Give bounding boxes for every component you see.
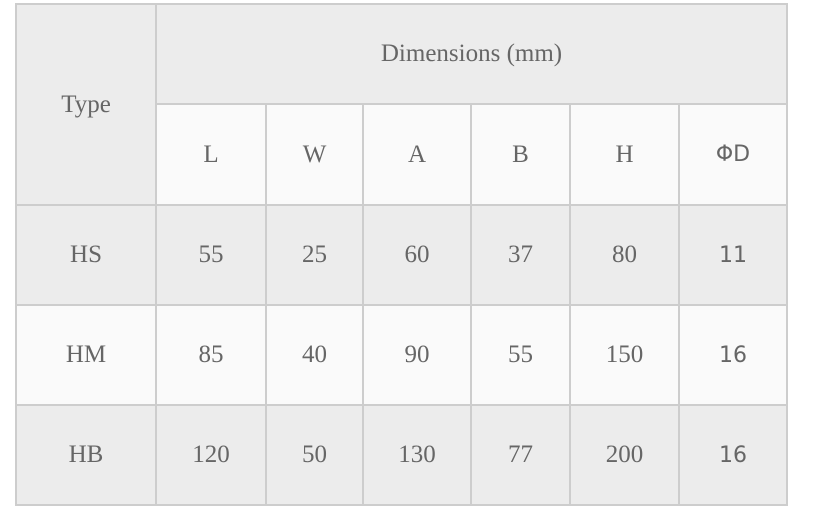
dimensions-table: Type Dimensions (mm) L W A B H ΦD HS 55 …	[15, 3, 788, 506]
cell-l: 55	[155, 204, 267, 306]
cell-l: 120	[155, 404, 267, 506]
cell-h: 80	[569, 204, 680, 306]
cell-h: 150	[569, 304, 680, 406]
cell-w: 25	[265, 204, 364, 306]
cell-diameter: 16	[678, 304, 788, 406]
column-header-w: W	[265, 103, 364, 206]
cell-h: 200	[569, 404, 680, 506]
cell-w: 50	[265, 404, 364, 506]
column-header-b: B	[470, 103, 571, 206]
cell-diameter: 11	[678, 204, 788, 306]
cell-b: 77	[470, 404, 571, 506]
cell-w: 40	[265, 304, 364, 406]
type-cell: HS	[15, 204, 157, 306]
cell-diameter: 16	[678, 404, 788, 506]
type-cell: HM	[15, 304, 157, 406]
table-row: HM 85 40 90 55 150 16	[15, 304, 788, 406]
cell-l: 85	[155, 304, 267, 406]
cell-b: 55	[470, 304, 571, 406]
type-cell: HB	[15, 404, 157, 506]
column-header-l: L	[155, 103, 267, 206]
dimensions-header: Dimensions (mm)	[155, 3, 788, 105]
cell-b: 37	[470, 204, 571, 306]
cell-a: 60	[362, 204, 472, 306]
column-header-a: A	[362, 103, 472, 206]
cell-a: 130	[362, 404, 472, 506]
column-header-diameter: ΦD	[678, 103, 788, 206]
table-row: HB 120 50 130 77 200 16	[15, 404, 788, 506]
cell-a: 90	[362, 304, 472, 406]
column-header-h: H	[569, 103, 680, 206]
type-header: Type	[15, 3, 157, 206]
table-row: HS 55 25 60 37 80 11	[15, 204, 788, 306]
